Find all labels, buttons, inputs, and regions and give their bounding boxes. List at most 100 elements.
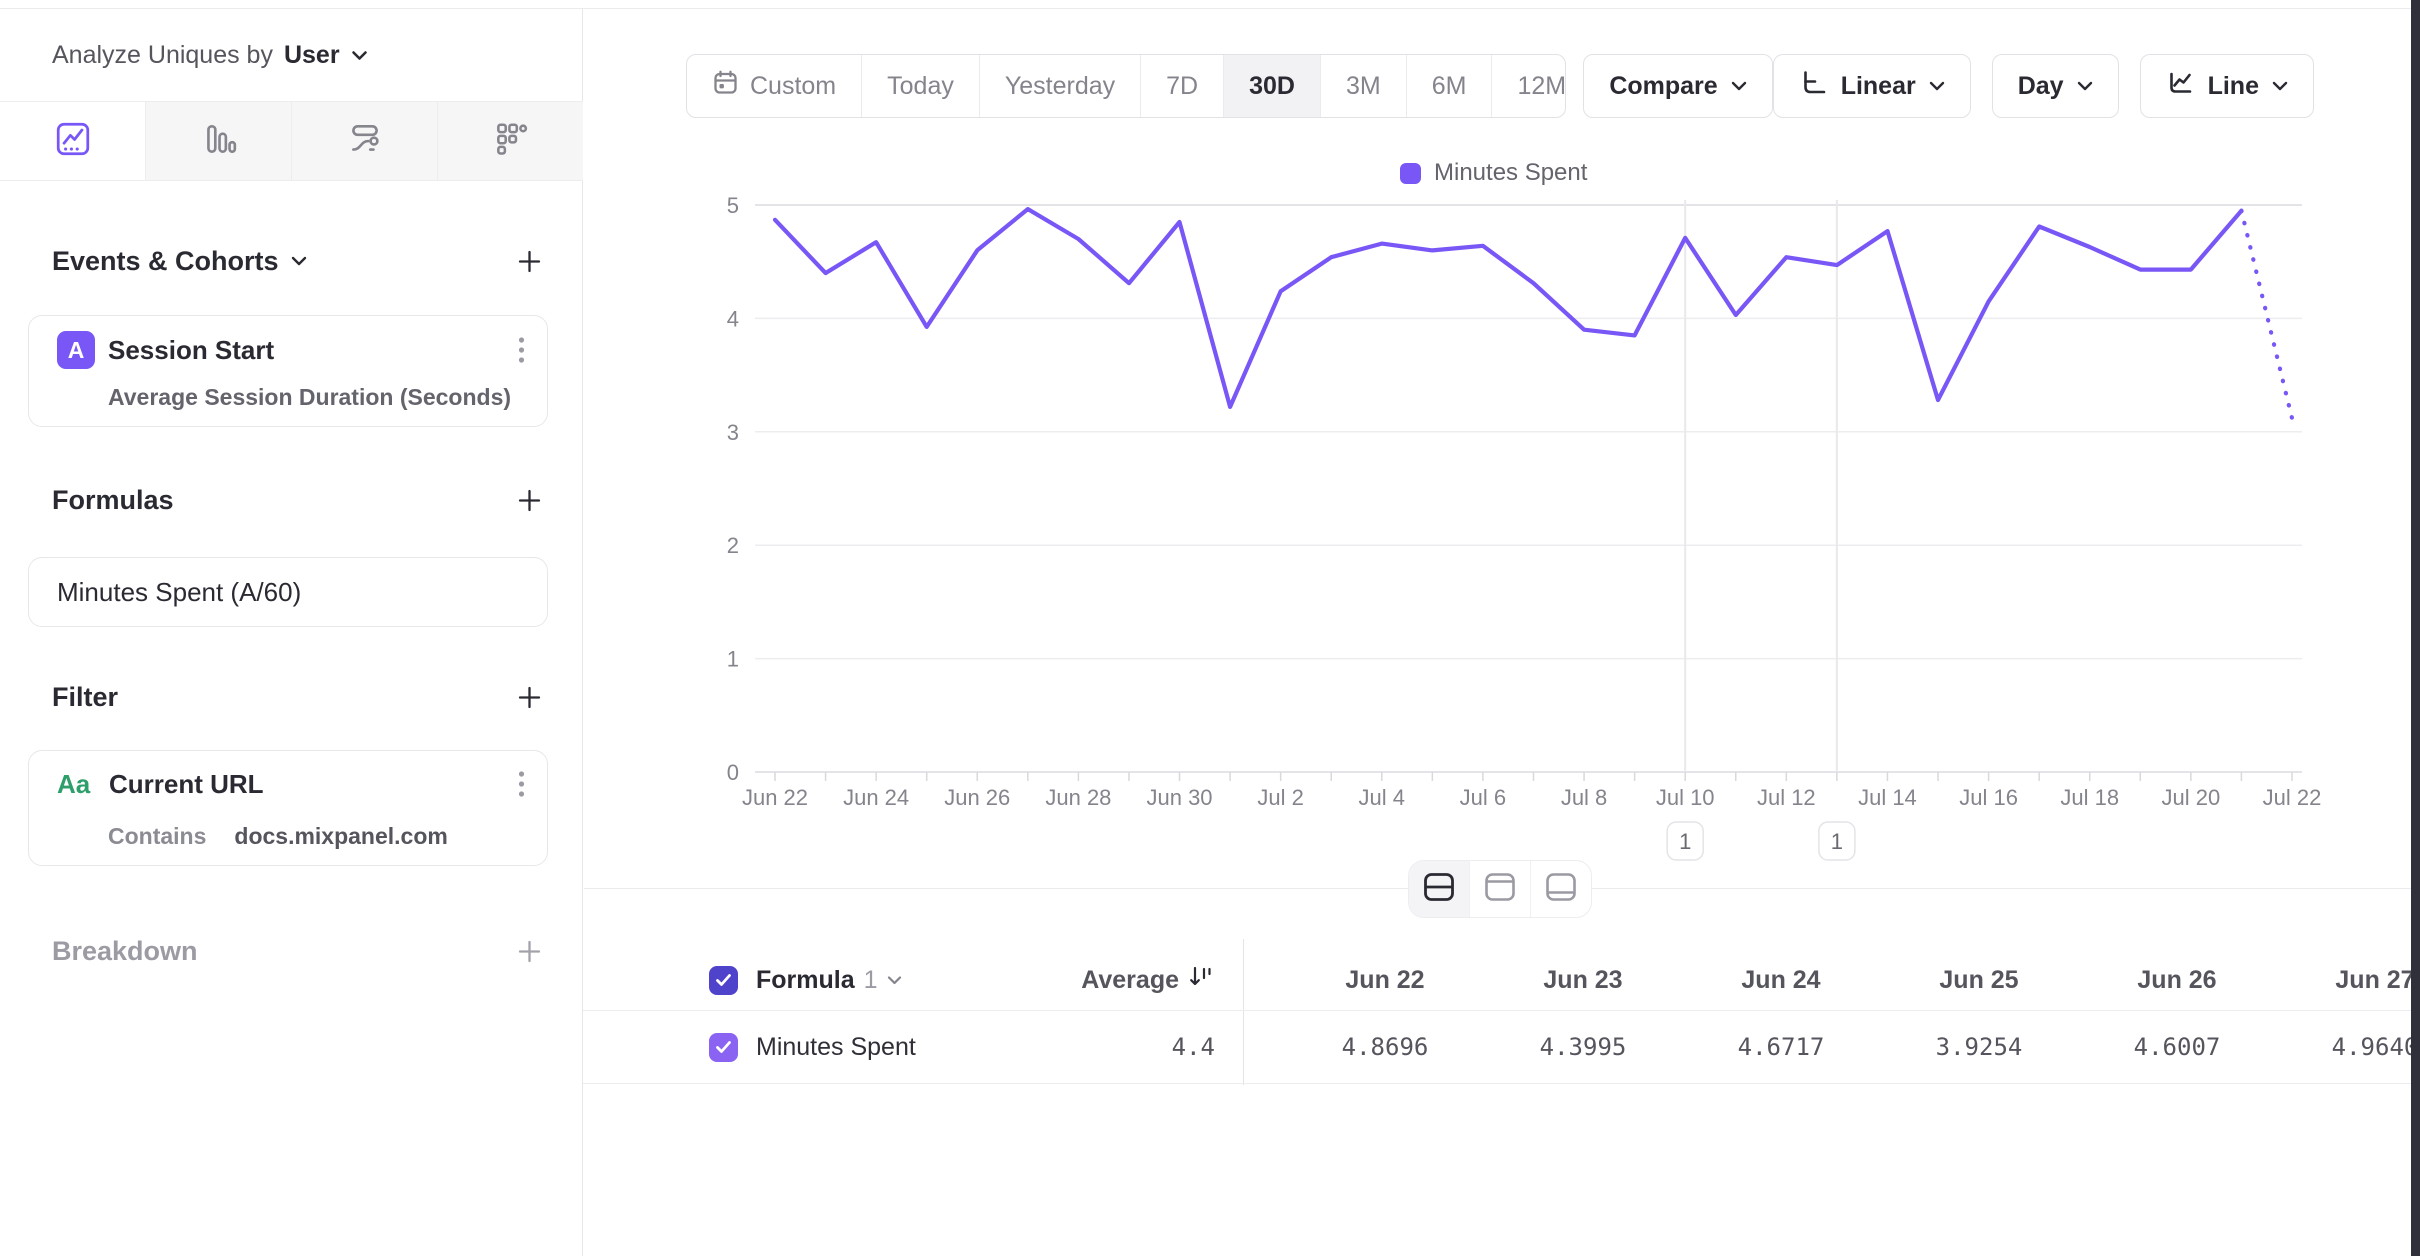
bar-chart-icon [200, 120, 238, 163]
line-chart[interactable]: 0 1 2 3 4 5 Jun 22 Jun 24 Jun 26 Jun 28 Jun 30 Jul … [680, 185, 2420, 885]
formulas-section-header: Formulas [52, 476, 543, 524]
range-custom[interactable]: Custom [687, 55, 863, 117]
range-label: 30D [1249, 71, 1295, 100]
svg-text:1: 1 [727, 647, 739, 672]
event-aggregation[interactable]: Average Session Duration (Seconds) [108, 384, 512, 410]
formula-card[interactable]: Minutes Spent (A/60) [28, 557, 548, 627]
formula-expression[interactable]: Minutes Spent (A/60) [57, 576, 302, 607]
filter-property-name[interactable]: Current URL [109, 768, 264, 799]
range-6m[interactable]: 6M [1407, 55, 1493, 117]
range-yesterday[interactable]: Yesterday [980, 55, 1142, 117]
split-view-button[interactable] [1409, 861, 1470, 917]
range-3m[interactable]: 3M [1321, 55, 1407, 117]
chart-display-controls: Linear Day Line [1772, 54, 2314, 118]
svg-text:Jun 26: Jun 26 [944, 785, 1010, 810]
chart-legend[interactable]: Minutes Spent [1400, 159, 1587, 187]
legend-swatch [1400, 162, 1421, 184]
table-header-row: Formula 1 Average Jun 22 Jun 23 Jun 24 J… [583, 950, 2420, 1011]
date-column-header[interactable]: Jun 24 [1741, 965, 1821, 994]
tab-retention[interactable] [438, 102, 583, 180]
value-cell: 4.9640 [2331, 1033, 2419, 1061]
value-cell: 3.9254 [1935, 1033, 2023, 1061]
svg-text:5: 5 [727, 193, 739, 218]
range-label: 6M [1431, 71, 1467, 100]
range-label: Yesterday [1004, 71, 1116, 100]
svg-text:Jun 30: Jun 30 [1146, 785, 1212, 810]
date-column-header[interactable]: Jun 25 [1939, 965, 2019, 994]
formula-column-header[interactable]: Formula 1 [756, 966, 902, 995]
kebab-menu-icon[interactable] [518, 336, 525, 364]
svg-text:Jul 16: Jul 16 [1959, 785, 2018, 810]
series-name-cell[interactable]: Minutes Spent [756, 1032, 916, 1061]
date-value-cells: 4.8696 4.3995 4.6717 3.9254 4.6007 4.964… [1286, 1011, 2420, 1083]
scale-selector-button[interactable]: Linear [1772, 54, 1971, 118]
value-cell: 4.8696 [1341, 1033, 1429, 1061]
svg-text:Jul 6: Jul 6 [1460, 785, 1506, 810]
tab-insights[interactable] [0, 102, 146, 180]
chevron-down-icon[interactable] [291, 256, 307, 266]
add-event-button[interactable] [516, 248, 543, 275]
date-column-header[interactable]: Jun 23 [1543, 965, 1623, 994]
svg-text:Jul 12: Jul 12 [1757, 785, 1816, 810]
interval-label: Day [2017, 71, 2064, 100]
tab-flows[interactable] [292, 102, 438, 180]
row-checkbox[interactable] [709, 1032, 738, 1062]
date-column-header[interactable]: Jun 26 [2137, 965, 2217, 994]
chevron-down-icon [2272, 81, 2288, 91]
chevron-down-icon [887, 975, 902, 985]
filter-value[interactable]: docs.mixpanel.com [234, 823, 448, 849]
chevron-down-icon [2077, 81, 2093, 91]
kebab-menu-icon[interactable] [518, 770, 525, 798]
formulas-section-title: Formulas [52, 484, 174, 515]
filter-operator[interactable]: Contains [108, 823, 207, 849]
range-7d[interactable]: 7D [1141, 55, 1225, 117]
select-all-checkbox[interactable] [709, 965, 738, 995]
line-chart-icon [54, 120, 92, 163]
date-column-header[interactable]: Jun 22 [1345, 965, 1425, 994]
svg-text:1: 1 [1679, 829, 1691, 854]
event-card[interactable]: A Session Start Average Session Duration… [28, 315, 548, 427]
interval-selector-button[interactable]: Day [1991, 54, 2119, 118]
date-column-header[interactable]: Jun 27 [2335, 965, 2415, 994]
flows-icon [346, 120, 384, 163]
scale-label: Linear [1840, 71, 1916, 100]
value-cell: 4.3995 [1539, 1033, 1627, 1061]
analyze-uniques-control[interactable]: Analyze Uniques by User [52, 41, 368, 70]
filter-card[interactable]: Aa Current URL Contains docs.mixpanel.co… [28, 750, 548, 866]
value-cell: 4.6007 [2133, 1033, 2221, 1061]
chart-type-selector-button[interactable]: Line [2139, 54, 2314, 118]
table-only-view-button[interactable] [1531, 861, 1591, 917]
query-builder-sidebar: Analyze Uniques by User [0, 9, 583, 1256]
value-cell: 4.6717 [1737, 1033, 1825, 1061]
svg-text:3: 3 [727, 420, 739, 445]
svg-text:Jul 10: Jul 10 [1656, 785, 1715, 810]
range-12m[interactable]: 12M [1492, 55, 1565, 117]
chevron-down-icon [1731, 81, 1747, 91]
range-label: 7D [1166, 71, 1199, 100]
range-label: Custom [750, 71, 837, 100]
date-column-headers: Jun 22 Jun 23 Jun 24 Jun 25 Jun 26 Jun 2… [1286, 950, 2420, 1010]
formula-header-index: 1 [863, 965, 878, 994]
add-filter-button[interactable] [516, 684, 543, 711]
add-formula-button[interactable] [516, 487, 543, 514]
breakdown-section-header: Breakdown [52, 927, 543, 975]
event-name[interactable]: Session Start [108, 334, 275, 365]
retention-grid-icon [492, 120, 530, 163]
compare-button[interactable]: Compare [1583, 54, 1773, 118]
average-column-header[interactable]: Average [963, 964, 1215, 997]
add-breakdown-button[interactable] [516, 938, 543, 965]
line-type-icon [2166, 68, 2195, 104]
range-today[interactable]: Today [862, 55, 980, 117]
range-30d[interactable]: 30D [1224, 55, 1321, 117]
analyze-value[interactable]: User [283, 41, 340, 69]
svg-text:Jul 4: Jul 4 [1359, 785, 1405, 810]
vertical-scrollbar[interactable] [2411, 0, 2420, 1256]
filter-section-title: Filter [52, 681, 119, 712]
view-layout-toggle [1408, 860, 1592, 918]
svg-text:Jul 8: Jul 8 [1561, 785, 1607, 810]
tab-bar-chart[interactable] [146, 102, 292, 180]
top-border [0, 8, 2411, 9]
chart-only-view-button[interactable] [1470, 861, 1531, 917]
formula-header-label: Formula [756, 965, 855, 994]
top-panel-view-icon [1482, 870, 1518, 909]
